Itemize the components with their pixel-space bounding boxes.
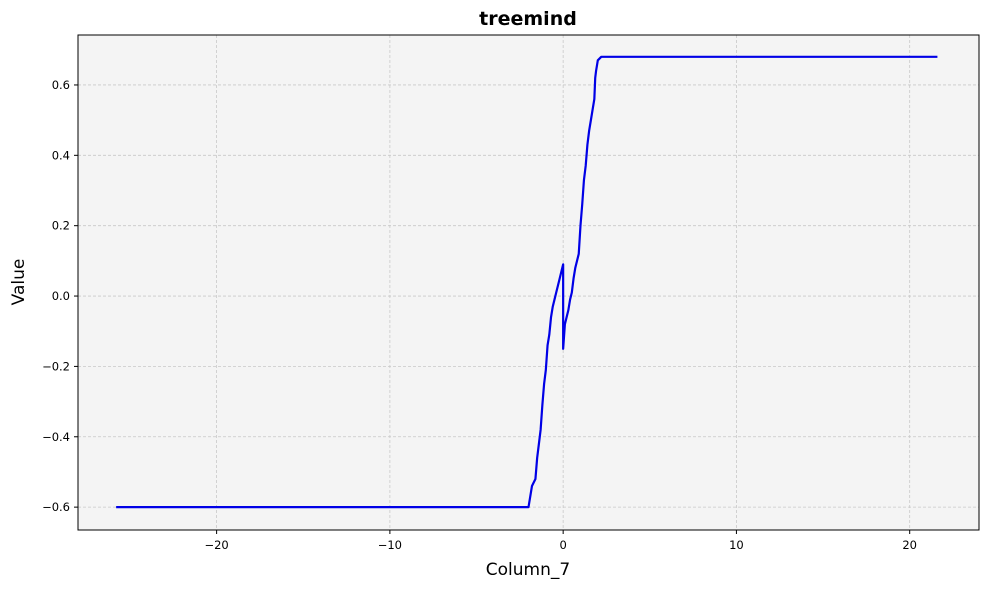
plot-frame <box>77 34 980 531</box>
x-axis-ticks: −20 −10 0 10 20 <box>204 530 917 552</box>
y-tick-label: −0.6 <box>42 500 70 514</box>
x-tick-label: 20 <box>902 538 917 552</box>
y-tick-label: −0.2 <box>42 359 70 373</box>
y-axis-ticks: −0.6 −0.4 −0.2 0.0 0.2 0.4 0.6 <box>42 78 78 514</box>
x-axis-label: Column_7 <box>486 560 570 580</box>
y-tick-label: 0.0 <box>52 289 70 303</box>
y-tick-label: −0.4 <box>42 430 70 444</box>
x-tick-label: −10 <box>378 538 402 552</box>
y-tick-label: 0.6 <box>52 78 70 92</box>
x-tick-label: 0 <box>559 538 566 552</box>
x-tick-label: −20 <box>204 538 228 552</box>
chart-title: treemind <box>479 8 577 30</box>
plot-background <box>78 35 979 530</box>
x-tick-label: 10 <box>729 538 744 552</box>
y-tick-label: 0.4 <box>52 148 70 162</box>
y-tick-label: 0.2 <box>52 219 70 233</box>
y-axis-label: Value <box>9 259 29 306</box>
series-line <box>116 55 938 509</box>
